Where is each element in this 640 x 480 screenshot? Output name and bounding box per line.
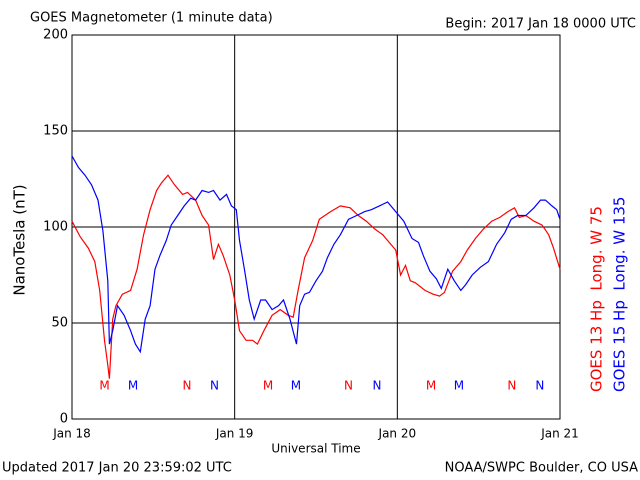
legend-entry: GOES 15 Hp Long. W 135 [611, 197, 629, 392]
footer-left: Updated 2017 Jan 20 23:59:02 UTC [2, 461, 232, 476]
chart-title: GOES Magnetometer (1 minute data) [30, 11, 273, 26]
time-marker: M [291, 379, 301, 393]
time-marker: N [373, 379, 382, 393]
chart-subtitle: Begin: 2017 Jan 18 0000 UTC [445, 17, 636, 32]
y-tick-label: 150 [43, 124, 68, 139]
y-tick-label: 100 [43, 220, 68, 235]
footer-right: NOAA/SWPC Boulder, CO USA [445, 461, 638, 476]
x-tick-label: Jan 20 [378, 427, 417, 441]
time-marker: M [426, 379, 436, 393]
time-marker: N [507, 379, 516, 393]
time-marker: N [535, 379, 544, 393]
time-marker: M [454, 379, 464, 393]
time-marker: M [263, 379, 273, 393]
y-axis-label: NanoTesla (nT) [11, 184, 29, 295]
series-line [71, 155, 561, 354]
x-tick-label: Jan 18 [52, 427, 91, 441]
y-tick-label: 50 [51, 316, 68, 331]
y-tick-label: 0 [60, 412, 68, 427]
x-tick-label: Jan 19 [215, 427, 254, 441]
legend-entry: GOES 13 Hp Long. W 75 [588, 206, 606, 392]
time-marker: N [210, 379, 219, 393]
x-axis-label: Universal Time [271, 442, 360, 456]
series-line [71, 174, 561, 379]
time-marker: M [128, 379, 138, 393]
time-marker: N [183, 379, 192, 393]
y-tick-label: 200 [43, 28, 68, 43]
time-marker: N [344, 379, 353, 393]
x-tick-label: Jan 21 [540, 427, 579, 441]
time-marker: M [99, 379, 109, 393]
plot-frame [71, 34, 561, 420]
